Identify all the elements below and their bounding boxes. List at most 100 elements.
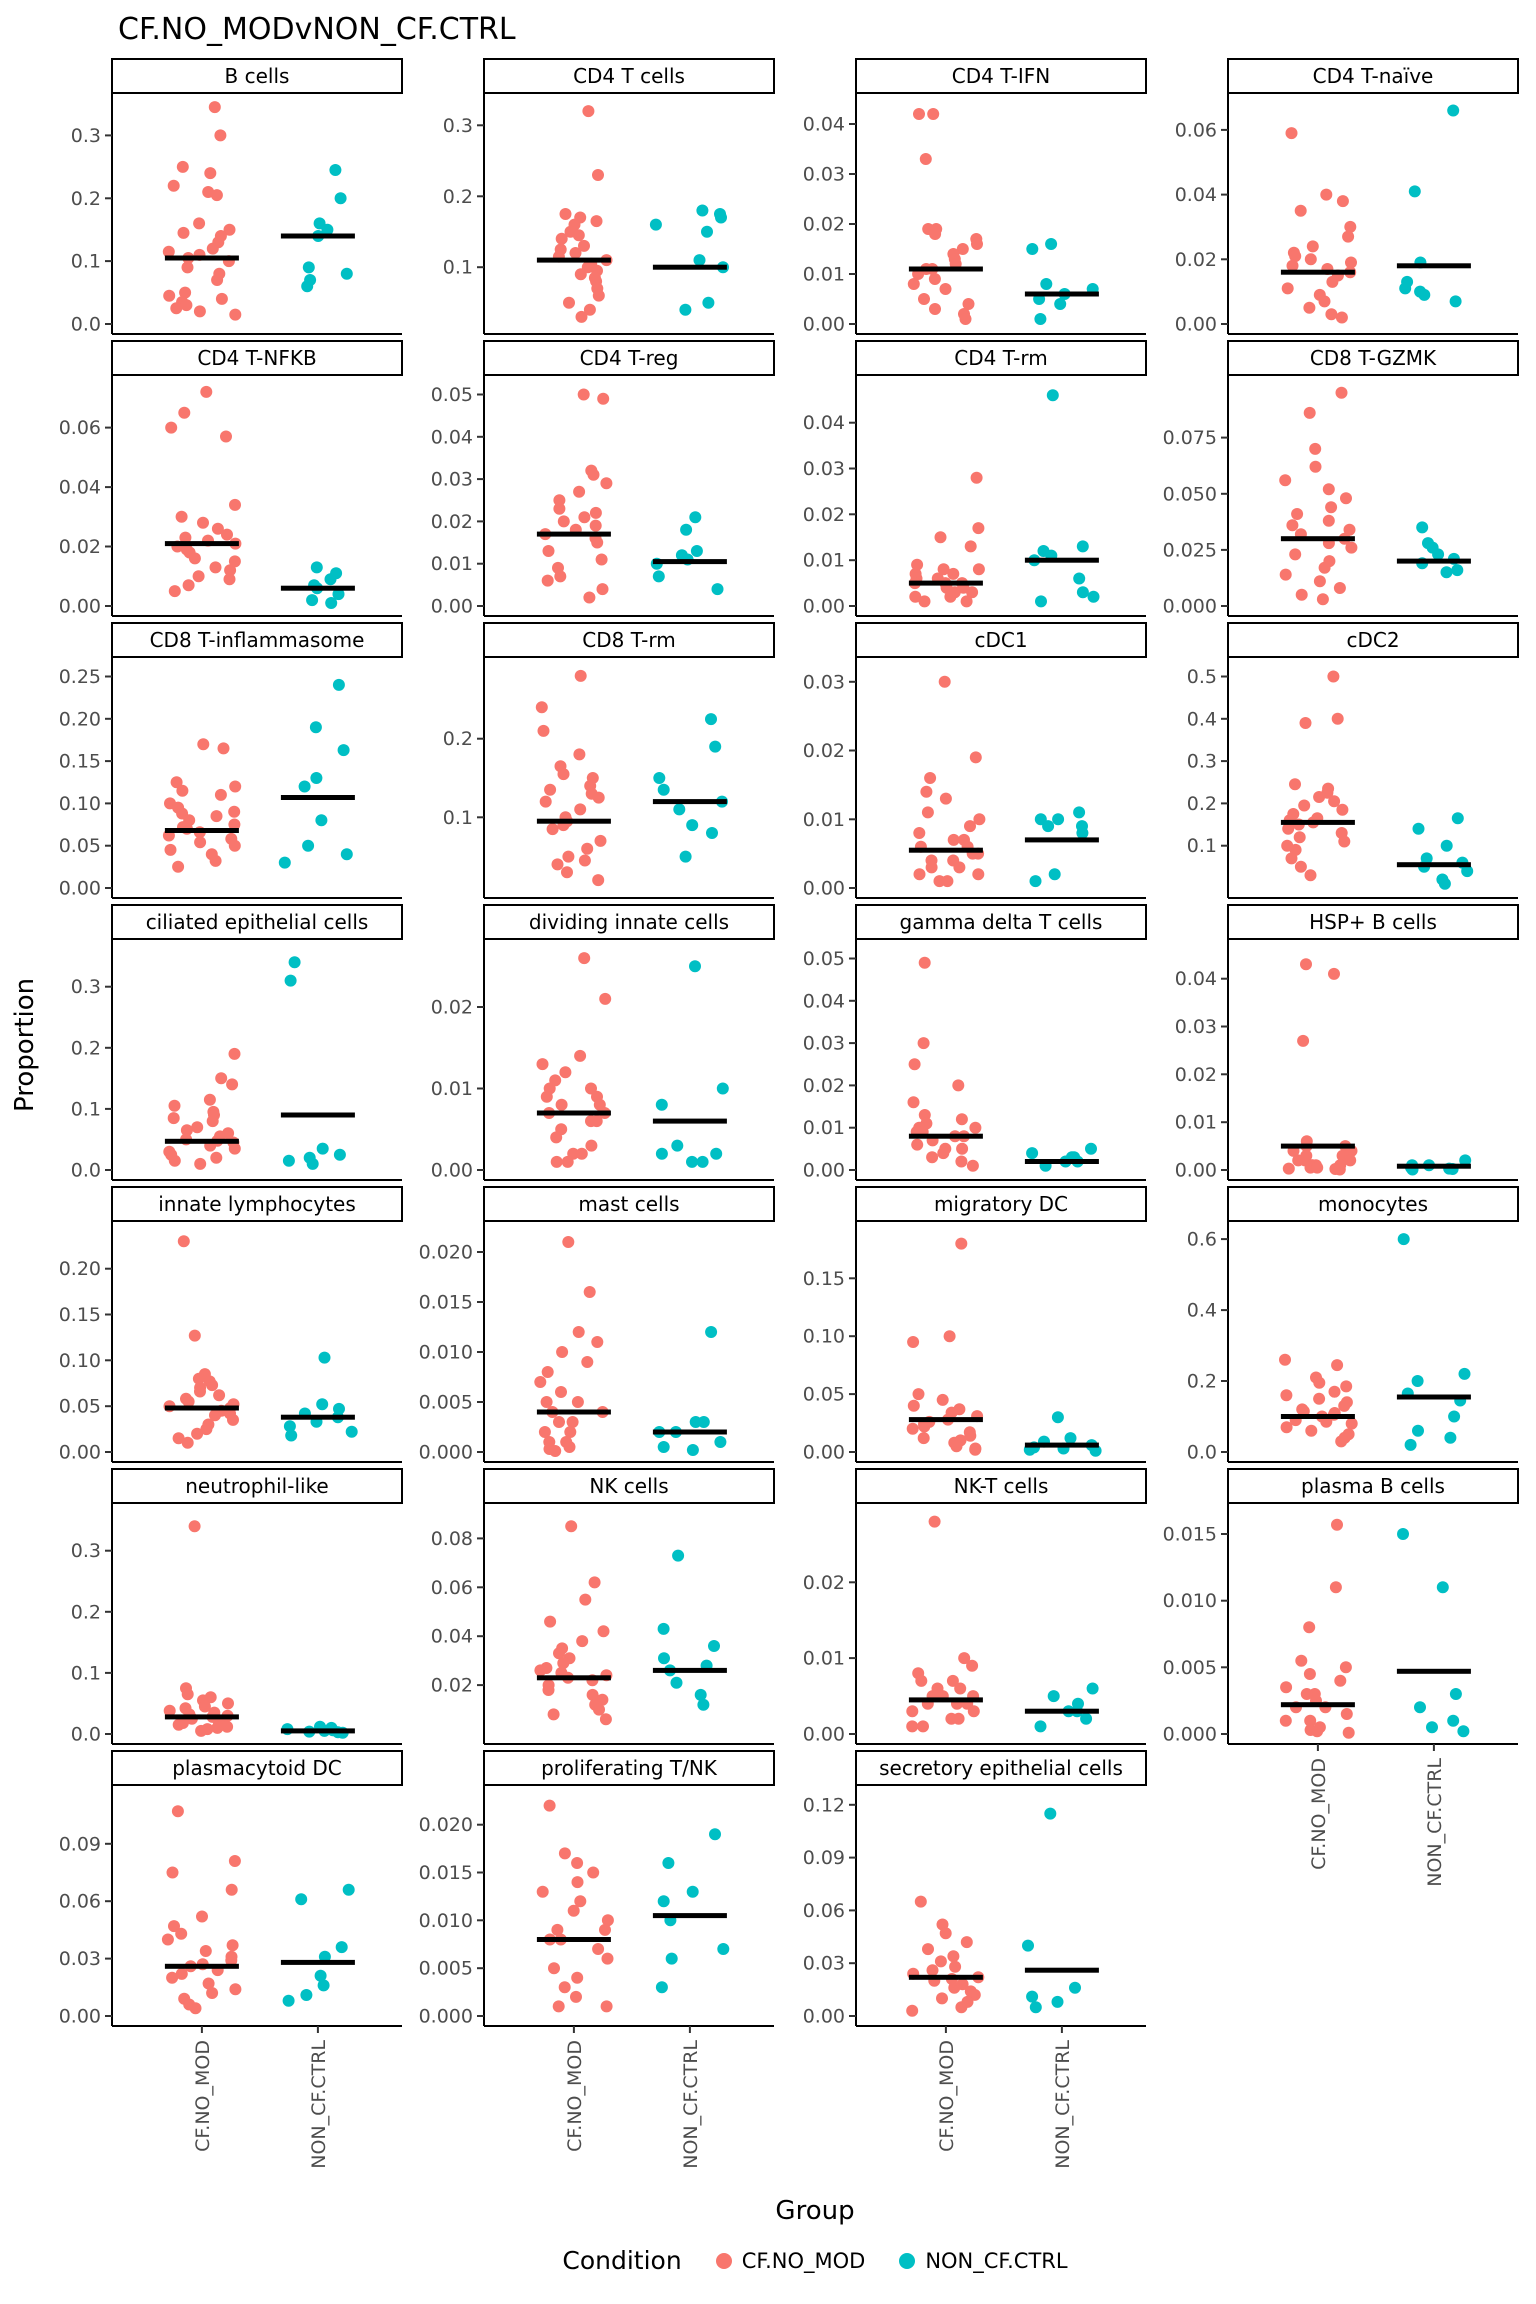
data-point[interactable] — [670, 1676, 683, 1689]
data-point[interactable] — [585, 1082, 597, 1095]
data-point[interactable] — [592, 874, 605, 887]
data-point[interactable] — [180, 1124, 193, 1137]
data-point[interactable] — [194, 1385, 206, 1398]
data-point[interactable] — [599, 1713, 612, 1726]
data-point[interactable] — [209, 1409, 221, 1422]
data-point[interactable] — [716, 1082, 729, 1095]
data-point[interactable] — [591, 536, 604, 549]
data-point[interactable] — [324, 573, 337, 586]
data-point[interactable] — [1343, 523, 1356, 536]
data-point[interactable] — [553, 502, 566, 515]
data-point[interactable] — [189, 2002, 202, 2015]
data-point[interactable] — [284, 974, 297, 987]
data-point[interactable] — [221, 528, 233, 541]
data-point[interactable] — [535, 701, 548, 714]
data-point[interactable] — [342, 1883, 355, 1896]
data-point[interactable] — [926, 1964, 939, 1977]
data-point[interactable] — [210, 189, 223, 202]
data-point[interactable] — [973, 813, 986, 826]
data-point[interactable] — [550, 1131, 563, 1144]
data-point[interactable] — [221, 1720, 234, 1733]
data-point[interactable] — [913, 108, 925, 120]
data-point[interactable] — [1300, 958, 1312, 971]
data-point[interactable] — [325, 597, 338, 609]
data-point[interactable] — [228, 818, 241, 831]
data-point[interactable] — [929, 228, 942, 240]
data-point[interactable] — [947, 1950, 960, 1963]
data-point[interactable] — [592, 1943, 605, 1955]
data-point[interactable] — [226, 1939, 239, 1952]
data-point[interactable] — [172, 1432, 185, 1445]
data-point[interactable] — [295, 1893, 308, 1906]
data-point[interactable] — [168, 1099, 181, 1112]
data-point[interactable] — [926, 1151, 939, 1164]
data-point[interactable] — [958, 1652, 971, 1665]
data-point[interactable] — [553, 494, 566, 507]
data-point[interactable] — [1345, 541, 1358, 554]
data-point[interactable] — [939, 1927, 952, 1940]
data-point[interactable] — [562, 1236, 575, 1248]
data-point[interactable] — [206, 1115, 219, 1128]
data-point[interactable] — [553, 1416, 565, 1428]
data-point[interactable] — [553, 1647, 565, 1660]
data-point[interactable] — [1309, 460, 1322, 473]
data-point[interactable] — [1342, 1726, 1355, 1739]
data-point[interactable] — [1335, 386, 1348, 399]
data-point[interactable] — [694, 1688, 707, 1701]
data-point[interactable] — [576, 1635, 589, 1648]
data-point[interactable] — [220, 430, 232, 443]
data-point[interactable] — [1461, 865, 1474, 878]
data-point[interactable] — [547, 1708, 560, 1721]
data-point[interactable] — [1297, 1034, 1310, 1047]
data-point[interactable] — [206, 1987, 219, 1999]
data-point[interactable] — [1345, 1417, 1358, 1430]
data-point[interactable] — [964, 540, 977, 553]
data-point[interactable] — [581, 842, 594, 855]
data-point[interactable] — [928, 1515, 941, 1528]
data-point[interactable] — [1034, 313, 1047, 325]
data-point[interactable] — [563, 296, 575, 309]
data-point[interactable] — [556, 1346, 569, 1358]
data-point[interactable] — [563, 1441, 576, 1453]
data-point[interactable] — [1331, 712, 1344, 725]
data-point[interactable] — [1040, 278, 1053, 290]
data-point[interactable] — [558, 1981, 571, 1994]
data-point[interactable] — [595, 553, 608, 566]
data-point[interactable] — [592, 169, 604, 181]
data-point[interactable] — [163, 1704, 176, 1717]
data-point[interactable] — [1295, 588, 1308, 601]
data-point[interactable] — [913, 868, 926, 881]
data-point[interactable] — [226, 1078, 239, 1091]
data-point[interactable] — [1311, 1725, 1324, 1738]
data-point[interactable] — [971, 238, 983, 250]
data-point[interactable] — [966, 1159, 979, 1172]
data-point[interactable] — [585, 1139, 598, 1152]
data-point[interactable] — [544, 783, 557, 796]
data-point[interactable] — [1333, 1163, 1346, 1176]
data-point[interactable] — [912, 1388, 925, 1401]
data-point[interactable] — [914, 1895, 927, 1908]
data-point[interactable] — [1311, 1161, 1324, 1174]
data-point[interactable] — [170, 776, 183, 789]
data-point[interactable] — [197, 516, 209, 529]
data-point[interactable] — [196, 1910, 208, 1923]
data-point[interactable] — [192, 1372, 205, 1385]
data-point[interactable] — [229, 308, 242, 321]
data-point[interactable] — [567, 1904, 580, 1917]
data-point[interactable] — [578, 952, 591, 965]
data-point[interactable] — [179, 531, 192, 544]
data-point[interactable] — [557, 1657, 570, 1670]
data-point[interactable] — [191, 1427, 204, 1440]
data-point[interactable] — [1432, 548, 1445, 561]
data-point[interactable] — [1333, 582, 1346, 594]
data-point[interactable] — [541, 574, 554, 587]
data-point[interactable] — [1344, 1154, 1357, 1167]
data-point[interactable] — [907, 1096, 920, 1109]
data-point[interactable] — [1325, 501, 1338, 514]
data-point[interactable] — [1340, 1708, 1353, 1720]
data-point[interactable] — [172, 1718, 185, 1731]
data-point[interactable] — [1457, 1725, 1470, 1738]
data-point[interactable] — [1303, 1668, 1316, 1680]
data-point[interactable] — [918, 956, 931, 969]
data-point[interactable] — [188, 552, 201, 565]
